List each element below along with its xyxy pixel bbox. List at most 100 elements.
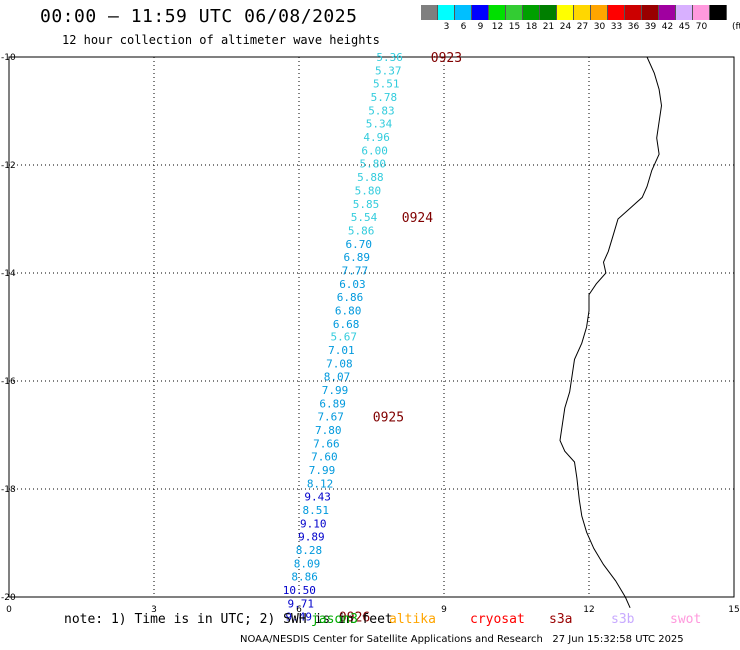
satellite-legend-item: swot [670,612,702,627]
color-scale-label: 9 [477,22,484,32]
color-swatch [523,5,540,20]
color-swatch [489,5,506,20]
color-scale-label: 3 [443,22,450,32]
wave-height-label: 8.51 [302,504,329,517]
color-scale-label: 45 [678,22,691,32]
satellite-legend-item: cryosat [470,612,525,627]
wave-height-label: 6.68 [333,318,360,331]
wave-height-label: 8.28 [296,544,323,557]
wave-height-label: 8.09 [294,558,321,571]
satellite-legend-item: s3a [549,612,573,627]
wave-height-label: 9.89 [298,531,325,544]
wave-height-label: 5.78 [371,91,398,104]
page-subtitle: 12 hour collection of altimeter wave hei… [62,33,380,47]
wave-height-label: 7.99 [322,384,349,397]
wave-height-label: 9.10 [300,518,327,531]
wave-height-label: 5.86 [348,224,375,237]
coastline-path [559,56,663,609]
color-swatch [693,5,710,20]
wave-height-label: 5.83 [368,104,395,117]
color-swatch [591,5,608,20]
wave-height-label: 4.96 [363,131,390,144]
wave-height-label: 6.03 [339,278,366,291]
color-swatch [625,5,642,20]
wave-height-label: 7.60 [311,451,338,464]
wave-height-label: 8.12 [307,478,334,491]
color-scale-label: 30 [593,22,606,32]
wave-height-label: 9.49 [286,610,313,623]
color-swatch [659,5,676,20]
color-swatch [557,5,574,20]
x-tick-label: 6 [296,605,302,615]
wave-height-label: 5.34 [366,117,393,130]
x-tick-label: 0 [6,605,12,615]
y-tick-label: -12 [1,161,16,171]
y-tick-label: -14 [1,269,16,279]
x-tick-label: 9 [441,605,447,615]
color-scale-label: 39 [644,22,657,32]
color-scale-label: 70 [695,22,708,32]
color-scale-unit: (ft) [732,22,740,32]
color-scale-label: 24 [559,22,572,32]
wave-height-label: 7.67 [317,411,344,424]
wave-height-label: 10.50 [283,584,316,597]
wave-height-label: 5.54 [351,211,378,224]
wave-height-label: 7.99 [309,464,336,477]
color-scale-label: 36 [627,22,640,32]
color-scale-label: 21 [542,22,555,32]
wave-height-label: 7.01 [328,344,355,357]
color-scale-label: 12 [491,22,504,32]
x-tick-label: 12 [583,605,594,615]
satellite-legend-item: altika [389,612,436,627]
map-grid [9,57,734,597]
wave-height-label: 7.66 [313,438,340,451]
color-swatch [455,5,472,20]
color-swatch [710,5,727,20]
satellite-legend-item: jason3 [311,612,358,627]
y-tick-label: -20 [1,593,16,603]
color-swatch [506,5,523,20]
wave-height-label: 6.89 [344,251,371,264]
wave-height-label: 5.80 [355,184,382,197]
color-scale-label: 18 [525,22,538,32]
map-frame [8,56,735,598]
map-axes: 0 3 6 9 12 15 -10 -12 -14 -16 -18 -20 [1,53,740,615]
x-tick-label: 3 [151,605,157,615]
color-swatch [608,5,625,20]
coastline [559,56,663,609]
time-mark-label: 0923 [431,51,462,66]
y-tick-label: -18 [1,485,16,495]
time-mark-label: 0926 [339,610,370,625]
wave-height-label: 5.88 [357,171,384,184]
wave-height-label: 6.80 [335,304,362,317]
units-note: note: 1) Time is in UTC; 2) SWH is in fe… [64,612,393,627]
wave-height-label: 7.80 [315,424,342,437]
satellite-track: 5.365.375.515.785.835.344.966.005.805.88… [283,51,462,625]
color-scale-label: 33 [610,22,623,32]
wave-height-label: 5.80 [360,157,387,170]
color-scale-label: 6 [460,22,467,32]
color-swatch [574,5,591,20]
wave-height-label: 7.77 [342,264,369,277]
wave-height-label: 9.71 [287,597,314,610]
footer-credit: NOAA/NESDIS Center for Satellite Applica… [240,634,684,645]
color-swatch [421,5,438,20]
wave-height-label: 5.85 [353,198,380,211]
wave-height-label: 6.86 [337,291,364,304]
wave-height-label: 6.89 [319,398,346,411]
color-scale-label: 15 [508,22,521,32]
wave-height-label: 6.70 [345,238,372,251]
color-swatch [438,5,455,20]
timestamp-text: 27 Jun 15:32:58 UTC 2025 [552,634,684,645]
time-mark-label: 0924 [402,211,433,226]
wave-height-label: 7.08 [326,358,353,371]
wave-height-label: 9.43 [304,491,331,504]
wave-height-label: 6.00 [361,144,388,157]
color-swatch [540,5,557,20]
wave-height-label: 5.37 [375,65,402,78]
color-scale-label: 27 [576,22,589,32]
y-tick-label: -16 [1,377,16,387]
wave-height-label: 5.36 [376,51,403,64]
y-tick-label: -10 [1,53,16,63]
